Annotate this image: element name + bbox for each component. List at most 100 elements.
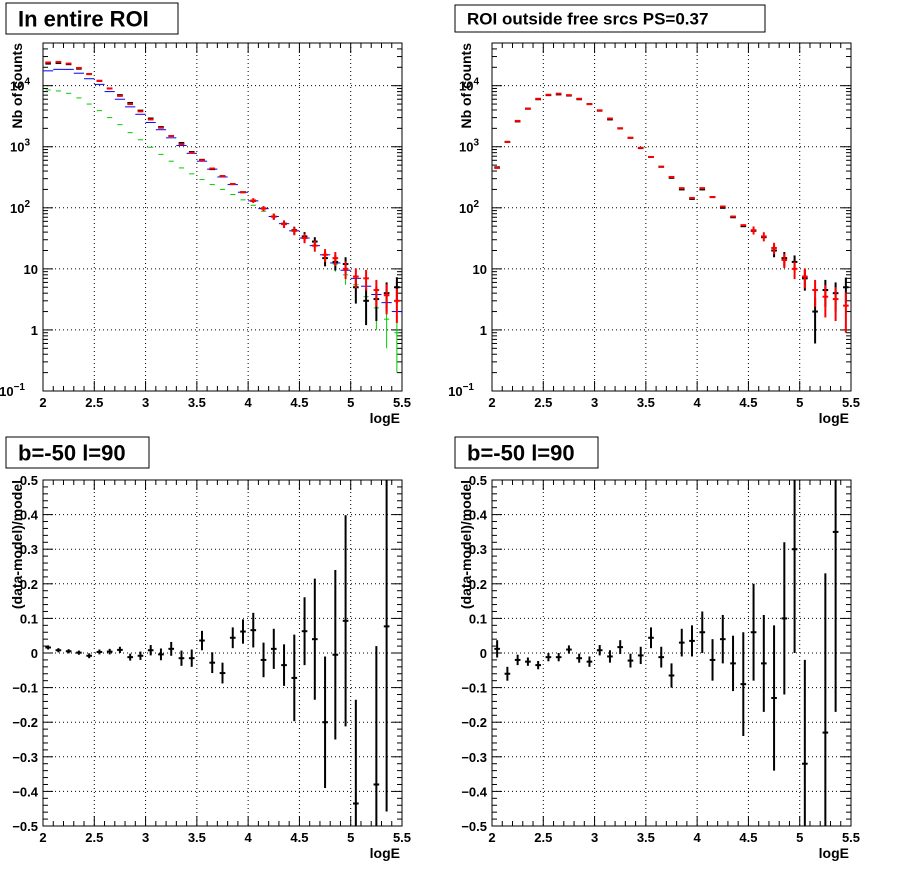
x-tick-label: 2 [39, 830, 46, 845]
spectrum-panel-entire-roi: 2 2.5 3 3.5 4 4.5 5 5.5 10−1 1 10 102 103 104 logE Nb o… [0, 2, 411, 426]
residual-panel-right: 2 2.5 3 3.5 4 4.5 5 5.5 −0.5 −0.4 −0.3 −0.2 −0.1 0 0.1… [454, 436, 860, 861]
plot-frame [42, 479, 403, 827]
x-tick-label: 5 [796, 395, 803, 410]
plot-frame [491, 42, 852, 392]
data-series [45, 89, 400, 373]
x-tick-label: 3 [142, 395, 149, 410]
y-tick-label: 1 [31, 323, 38, 338]
data-layer [494, 480, 839, 826]
plot-title: In entire ROI [18, 6, 149, 31]
y-axis-label: (data-model)/model [458, 480, 474, 609]
x-tick-label: 3 [591, 395, 598, 410]
y-tick-label: −0.5 [12, 819, 38, 834]
data-layer [45, 480, 390, 826]
x-tick-label: 4.5 [739, 830, 757, 845]
y-tick-label: 0.4 [469, 508, 488, 523]
y-tick-label: 0.2 [469, 577, 487, 592]
spectrum-panel-outside-srcs: 2 2.5 3 3.5 4 4.5 5 5.5 10−1 1 10 102 103 104 logE Nb o… [448, 4, 860, 426]
x-tick-label: 3.5 [188, 830, 206, 845]
x-tick-label: 5 [347, 395, 354, 410]
x-tick-label: 4.5 [739, 395, 757, 410]
data-layer [43, 60, 402, 373]
x-tick-label: 5 [796, 830, 803, 845]
y-axis-label: Nb of counts [458, 43, 474, 129]
y-tick-label: 104 [10, 77, 30, 94]
x-tick-label: 3.5 [637, 395, 655, 410]
x-tick-label: 2.5 [85, 830, 103, 845]
y-tick-label: −0.2 [12, 715, 38, 730]
y-tick-label: −0.1 [461, 681, 487, 696]
x-tick-label: 2 [488, 830, 495, 845]
x-tick-label: 5.5 [842, 830, 860, 845]
y-tick-label: 0.3 [469, 542, 487, 557]
data-series [494, 93, 849, 344]
plot-title: b=-50 l=90 [467, 440, 575, 465]
y-tick-label: 10 [473, 262, 487, 277]
x-tick-label: 2 [39, 395, 46, 410]
y-tick-label: 0.3 [20, 542, 38, 557]
plot-title: b=-50 l=90 [18, 440, 126, 465]
plot-title: ROI outside free srcs PS=0.37 [467, 10, 708, 29]
y-tick-label: −0.4 [12, 784, 38, 799]
y-tick-label: 0.4 [20, 508, 39, 523]
plot-frame [42, 42, 403, 392]
x-tick-label: 5.5 [842, 395, 860, 410]
data-series [494, 92, 849, 333]
x-tick-label: 3.5 [188, 395, 206, 410]
x-axis-label: logE [370, 845, 400, 861]
y-tick-label: 10−1 [0, 382, 25, 399]
y-tick-label: 104 [459, 77, 479, 94]
data-series [45, 60, 400, 323]
data-series [494, 480, 839, 826]
x-tick-label: 2 [488, 395, 495, 410]
y-tick-label: 1 [480, 323, 487, 338]
title-box [5, 436, 150, 469]
data-series [45, 62, 400, 326]
x-tick-label: 2.5 [85, 395, 103, 410]
x-tick-label: 4.5 [290, 830, 308, 845]
y-tick-label: 10 [24, 262, 38, 277]
x-tick-label: 4 [694, 830, 702, 845]
x-tick-label: 3 [142, 830, 149, 845]
y-tick-label: −0.3 [461, 750, 487, 765]
y-tick-label: 102 [459, 199, 479, 216]
y-tick-label: −0.2 [461, 715, 487, 730]
residual-panel-left: 2 2.5 3 3.5 4 4.5 5 5.5 −0.5 −0.4 −0.3 −0.2 −0.1 0 0.1… [5, 436, 411, 861]
data-series [45, 480, 390, 826]
x-tick-label: 4.5 [290, 395, 308, 410]
x-tick-label: 4 [245, 395, 253, 410]
x-tick-label: 3 [591, 830, 598, 845]
x-axis-label: logE [370, 410, 400, 426]
x-tick-label: 4 [245, 830, 253, 845]
title-box [5, 2, 179, 35]
y-tick-label: 0.5 [20, 473, 38, 488]
plot-frame [491, 479, 852, 827]
y-tick-label: 103 [10, 138, 30, 155]
y-tick-label: 0 [480, 646, 487, 661]
x-tick-label: 2.5 [534, 395, 552, 410]
y-axis-label: Nb of counts [9, 43, 25, 129]
x-tick-label: 4 [694, 395, 702, 410]
title-box [454, 436, 599, 469]
axis-ticks [42, 42, 403, 392]
y-tick-label: 0.5 [469, 473, 487, 488]
y-tick-label: −0.1 [12, 681, 38, 696]
x-axis-label: logE [819, 845, 849, 861]
y-tick-label: 10−1 [448, 382, 474, 399]
title-box [454, 4, 766, 33]
y-tick-label: 0.2 [20, 577, 38, 592]
x-axis-label: logE [819, 410, 849, 426]
y-tick-label: −0.3 [12, 750, 38, 765]
y-tick-label: 102 [10, 199, 30, 216]
x-tick-label: 5.5 [393, 830, 411, 845]
y-axis-label: (data-model)/model [9, 480, 25, 609]
data-layer [494, 92, 849, 344]
x-tick-label: 5.5 [393, 395, 411, 410]
y-tick-label: 0 [31, 646, 38, 661]
y-tick-label: 103 [459, 138, 479, 155]
x-tick-label: 3.5 [637, 830, 655, 845]
y-tick-label: 0.1 [20, 611, 38, 626]
axis-ticks [491, 479, 852, 827]
y-tick-label: −0.4 [461, 784, 487, 799]
